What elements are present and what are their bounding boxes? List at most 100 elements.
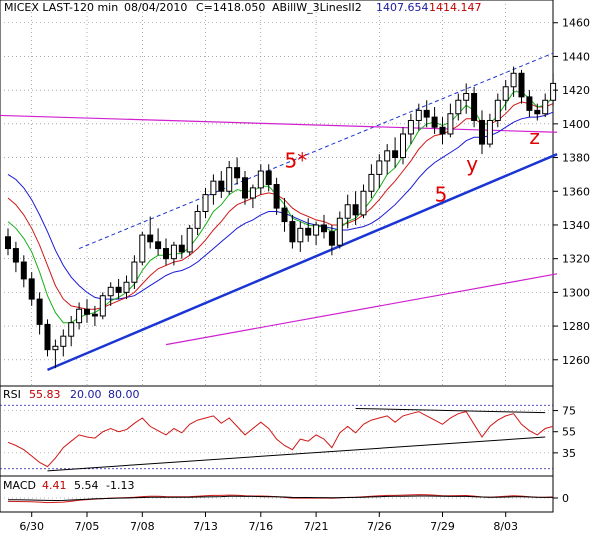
rsi-tick-label: 75 bbox=[562, 405, 576, 418]
candle-body bbox=[360, 190, 367, 216]
candle-body bbox=[186, 227, 193, 253]
rsi-label: RSI bbox=[3, 388, 21, 401]
candle-body bbox=[139, 234, 146, 263]
candle-body bbox=[321, 224, 327, 233]
candle-body bbox=[376, 160, 383, 175]
candle-body bbox=[202, 194, 209, 212]
candle-body bbox=[297, 227, 304, 243]
candle-body bbox=[226, 167, 233, 192]
time-tick-label: 7/13 bbox=[193, 520, 218, 533]
candle-body bbox=[20, 261, 27, 280]
candle-body bbox=[170, 244, 177, 260]
candle-body bbox=[305, 227, 312, 236]
candle-body bbox=[534, 109, 541, 115]
candle-body bbox=[510, 72, 517, 88]
price-tick-label: 1440 bbox=[562, 50, 590, 63]
rsi-low-level: 20.00 bbox=[70, 388, 102, 401]
candle-body bbox=[471, 93, 478, 121]
candle-body bbox=[249, 187, 256, 199]
price-tick-label: 1400 bbox=[562, 118, 590, 131]
candle-body bbox=[344, 204, 351, 219]
candle-body bbox=[12, 248, 19, 263]
price-tick-label: 1300 bbox=[562, 286, 590, 299]
candle-body bbox=[439, 126, 446, 135]
price-tick-label: 1260 bbox=[562, 354, 590, 367]
candle-body bbox=[123, 281, 130, 293]
time-tick-label: 7/21 bbox=[304, 520, 329, 533]
candle-body bbox=[273, 184, 280, 209]
candle-body bbox=[52, 345, 59, 351]
candle-body bbox=[281, 207, 288, 223]
candle-body bbox=[44, 323, 51, 351]
candle-body bbox=[60, 335, 67, 347]
macd-series: 0 bbox=[0, 492, 569, 505]
candle-body bbox=[131, 261, 138, 283]
study-name: ABillW_3LinesII2 bbox=[272, 1, 362, 14]
candle-body bbox=[194, 210, 201, 229]
study-value-1: 1407.654 bbox=[376, 1, 429, 14]
candle-body bbox=[486, 119, 493, 145]
price-tick-label: 1280 bbox=[562, 320, 590, 333]
candle-body bbox=[155, 241, 162, 250]
trendline-magenta-top bbox=[0, 114, 558, 133]
candle-body bbox=[328, 231, 335, 246]
candle-body bbox=[91, 313, 98, 317]
price-tick-label: 1320 bbox=[562, 253, 590, 266]
time-tick-label: 8/03 bbox=[493, 520, 518, 533]
price-tick-label: 1460 bbox=[562, 17, 590, 30]
candle-body bbox=[36, 298, 43, 325]
study-value-2: 1414.147 bbox=[429, 1, 482, 14]
time-tick-label: 7/16 bbox=[248, 520, 273, 533]
candle-body bbox=[479, 119, 485, 145]
macd-signal-line bbox=[7, 495, 554, 502]
candle-body bbox=[234, 167, 241, 179]
candle-body bbox=[242, 177, 248, 199]
candle-body bbox=[289, 221, 296, 243]
time-tick-label: 7/29 bbox=[430, 520, 455, 533]
wave-label-5star: 5* bbox=[285, 149, 308, 173]
rsi-value: 55.83 bbox=[29, 388, 61, 401]
rsi-series: 35 55 75 bbox=[0, 405, 576, 472]
close-value: C=1418.050 bbox=[196, 1, 265, 14]
candle-body bbox=[257, 170, 264, 189]
rsi-support-line bbox=[47, 436, 546, 472]
candle-body bbox=[76, 308, 83, 324]
candle-body bbox=[526, 96, 533, 111]
candle-body bbox=[163, 248, 169, 260]
candle-body bbox=[336, 217, 343, 246]
price-tick-label: 1380 bbox=[562, 152, 590, 165]
price-tick-label: 1360 bbox=[562, 185, 590, 198]
candle-body bbox=[28, 278, 35, 300]
x-axis: 6/30 7/05 7/08 7/13 7/16 7/21 7/26 7/29 8/03 bbox=[19, 512, 518, 533]
rsi-line bbox=[7, 411, 554, 468]
wave-label-y: y bbox=[466, 152, 478, 176]
price-axis: 1260 1280 1300 1320 1340 1360 1380 1400 1420 1440… bbox=[553, 17, 590, 367]
candle-body bbox=[368, 173, 375, 192]
candle-body bbox=[178, 244, 185, 253]
candle-body bbox=[447, 113, 454, 135]
candle-body bbox=[455, 99, 462, 115]
rsi-tick-label: 35 bbox=[562, 447, 576, 460]
time-tick-label: 7/08 bbox=[130, 520, 155, 533]
candle-body bbox=[407, 119, 414, 135]
time-tick-label: 7/26 bbox=[367, 520, 392, 533]
rsi-panel bbox=[0, 385, 554, 477]
candle-body bbox=[99, 295, 106, 317]
macd-label: MACD bbox=[3, 479, 36, 492]
candle-body bbox=[115, 286, 122, 293]
macd-signal-value: 5.54 bbox=[74, 479, 99, 492]
candle-body bbox=[494, 99, 501, 121]
candle-body bbox=[542, 99, 549, 115]
rsi-tick-label: 55 bbox=[562, 426, 576, 439]
chart-symbol: MICEX LAST-120 min bbox=[4, 1, 118, 14]
trendline-5star bbox=[78, 52, 554, 250]
candle-body bbox=[147, 234, 154, 243]
candle-body bbox=[107, 286, 114, 297]
candle-body bbox=[68, 322, 75, 337]
candle-body bbox=[84, 308, 90, 315]
candle-body bbox=[210, 180, 217, 196]
candle-body bbox=[502, 86, 509, 101]
rsi-high-level: 80.00 bbox=[108, 388, 140, 401]
rsi-resistance-line bbox=[355, 407, 546, 414]
